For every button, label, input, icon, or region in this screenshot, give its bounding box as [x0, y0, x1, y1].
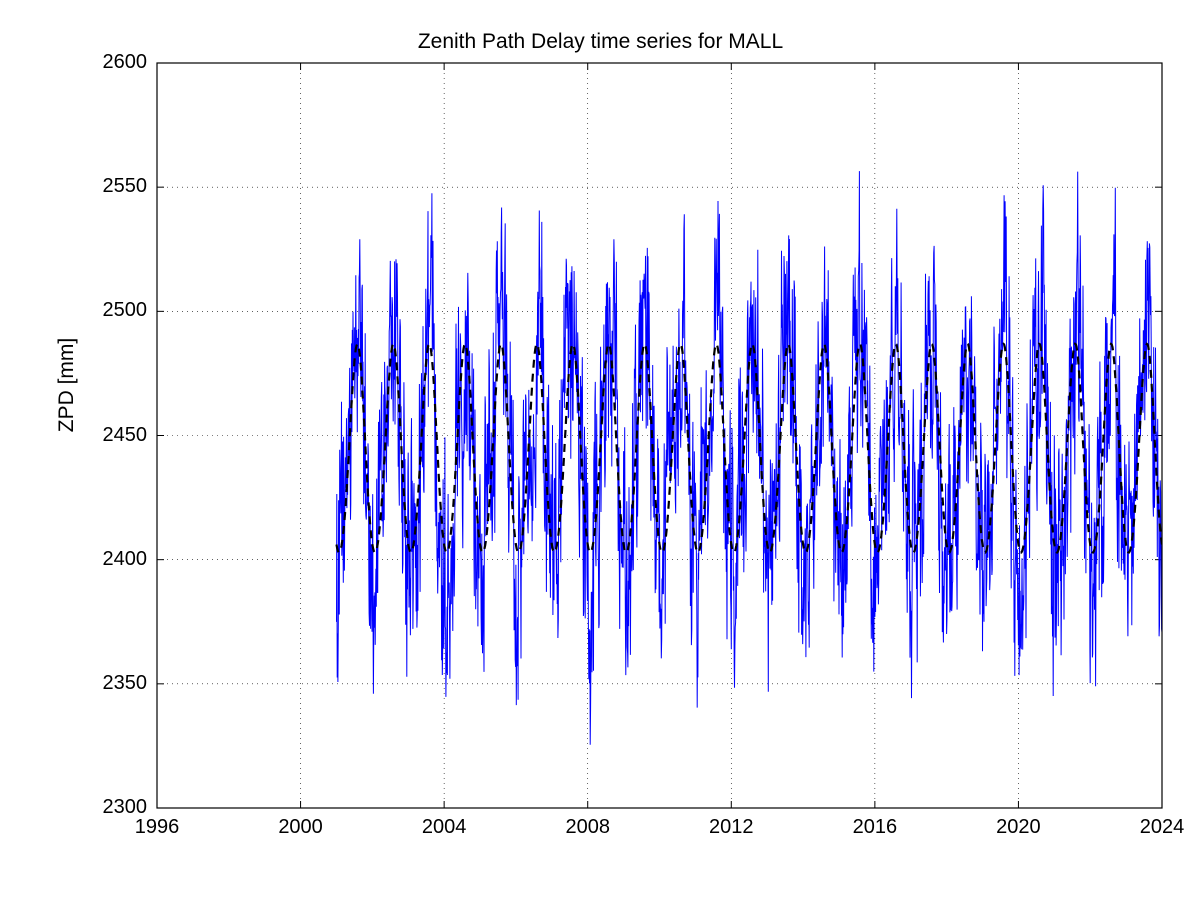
x-tick-label: 2024 [1132, 816, 1192, 839]
y-tick-label: 2600 [87, 51, 147, 74]
x-tick-label: 2004 [414, 816, 474, 839]
x-tick-label: 2000 [271, 816, 331, 839]
y-tick-label: 2550 [87, 175, 147, 198]
x-tick-label: 2016 [845, 816, 905, 839]
x-tick-label: 1996 [127, 816, 187, 839]
x-tick-label: 2020 [988, 816, 1048, 839]
y-tick-label: 2400 [87, 548, 147, 571]
y-tick-label: 2300 [87, 796, 147, 819]
x-tick-label: 2008 [558, 816, 618, 839]
y-tick-label: 2500 [87, 299, 147, 322]
y-tick-label: 2350 [87, 672, 147, 695]
chart-svg [0, 0, 1201, 901]
figure: Zenith Path Delay time series for MALL Z… [0, 0, 1201, 901]
y-tick-label: 2450 [87, 424, 147, 447]
x-tick-label: 2012 [701, 816, 761, 839]
